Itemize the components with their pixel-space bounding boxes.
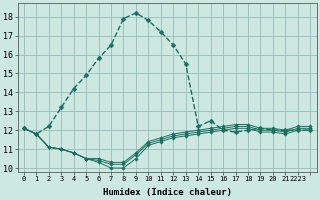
X-axis label: Humidex (Indice chaleur): Humidex (Indice chaleur)	[103, 188, 232, 197]
